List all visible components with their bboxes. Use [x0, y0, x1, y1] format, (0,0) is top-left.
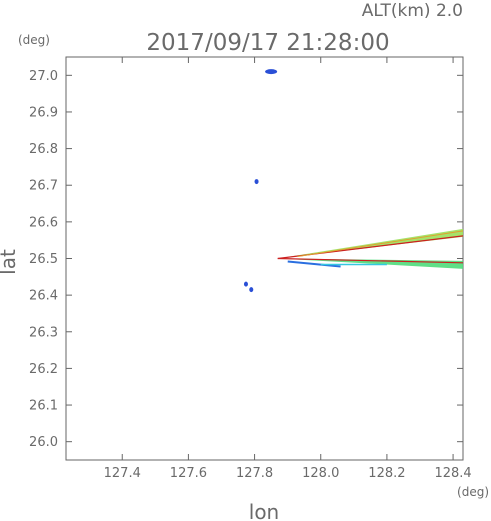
plot-frame [65, 56, 464, 461]
y-tick-label: 26.7 [29, 179, 58, 194]
x-tick-label: 128.4 [434, 466, 471, 481]
wedge-lower-blue [287, 260, 341, 268]
echo-point [265, 69, 278, 75]
y-tick-label: 26.5 [29, 252, 58, 267]
y-tick-label: 26.6 [29, 215, 58, 230]
echo-wedge [277, 228, 464, 269]
y-tick-label: 26.3 [29, 325, 58, 340]
x-tick-label: 127.4 [104, 466, 141, 481]
y-tick-label: 26.1 [29, 399, 58, 414]
wedge-lower-core [277, 257, 464, 264]
y-axis-ticks: 26.0 26.1 26.2 26.3 26.4 26.5 26.6 26.7 26.8 26.9… [29, 69, 463, 450]
echo-clusters [243, 69, 278, 293]
y-tick-label: 26.9 [29, 105, 58, 120]
x-tick-label: 127.8 [236, 466, 273, 481]
y-tick-label: 26.0 [29, 435, 58, 450]
y-axis-unit: (deg) [18, 33, 50, 47]
echo-point [254, 179, 259, 185]
y-tick-label: 26.8 [29, 142, 58, 157]
echo-point [243, 281, 248, 287]
timestamp-title: 2017/09/17 21:28:00 [146, 30, 389, 56]
x-axis-unit: (deg) [457, 485, 489, 499]
x-tick-label: 128.2 [368, 466, 405, 481]
x-tick-label: 127.6 [170, 466, 207, 481]
x-tick-label: 128.0 [302, 466, 339, 481]
wedge-lower-arm [277, 258, 463, 269]
wedge-upper-rim [297, 230, 464, 257]
altitude-label: ALT(km) 2.0 [362, 1, 463, 21]
y-axis-label: lat [0, 249, 20, 275]
x-axis-label: lon [249, 500, 279, 521]
y-tick-label: 27.0 [29, 69, 58, 84]
x-axis-ticks: 127.4 127.6 127.8 128.0 128.2 128.4 [104, 57, 472, 481]
y-tick-label: 26.2 [29, 362, 58, 377]
y-tick-label: 26.4 [29, 289, 58, 304]
echo-point [249, 287, 254, 293]
wedge-upper-arm [277, 228, 463, 259]
